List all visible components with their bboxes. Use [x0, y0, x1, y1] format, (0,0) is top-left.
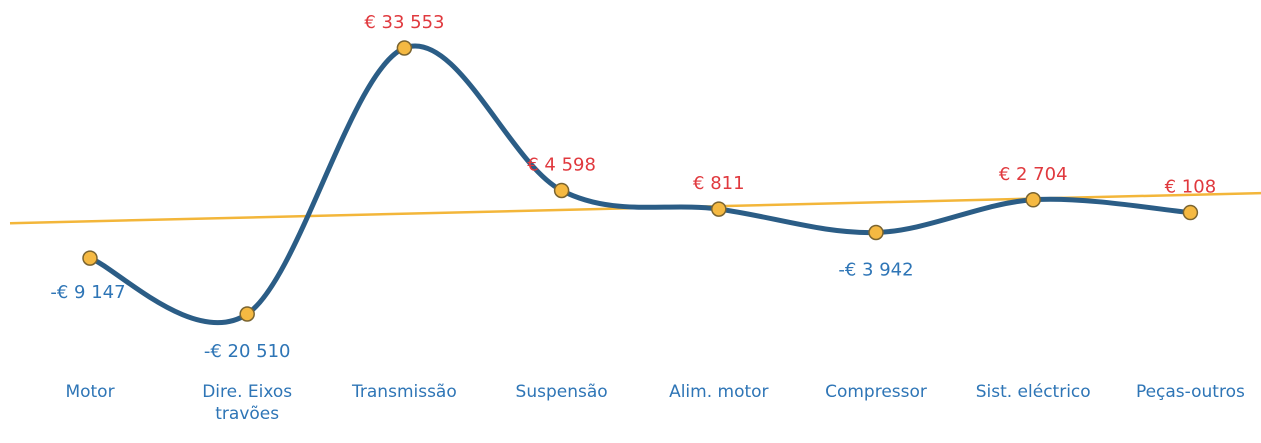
- point: [396, 40, 413, 56]
- category-label: Dire. Eixos travões: [202, 382, 293, 424]
- point: [82, 250, 98, 266]
- point: [553, 182, 570, 199]
- data-label: € 2 704: [999, 164, 1068, 185]
- category-label: Alim. motor: [669, 382, 769, 402]
- category-label: Suspensão: [515, 382, 608, 402]
- point: [239, 306, 255, 322]
- data-label: € 4 598: [527, 154, 596, 175]
- point: [868, 224, 884, 241]
- category-label: Motor: [65, 382, 115, 402]
- data-label: -€ 9 147: [50, 282, 125, 303]
- category-label: Transmissão: [352, 382, 457, 402]
- data-label: € 811: [693, 173, 745, 194]
- data-label: € 108: [1165, 177, 1217, 198]
- point: [1025, 192, 1041, 208]
- data-label: -€ 20 510: [204, 341, 291, 362]
- point: [711, 201, 727, 217]
- category-label: Compressor: [825, 382, 927, 402]
- category-label: Peças-outros: [1135, 382, 1245, 402]
- data-label: € 33 553: [364, 12, 444, 33]
- data-label: -€ 3 942: [838, 259, 913, 280]
- category-label: Sist. eléctrico: [975, 382, 1091, 402]
- point: [1182, 204, 1199, 221]
